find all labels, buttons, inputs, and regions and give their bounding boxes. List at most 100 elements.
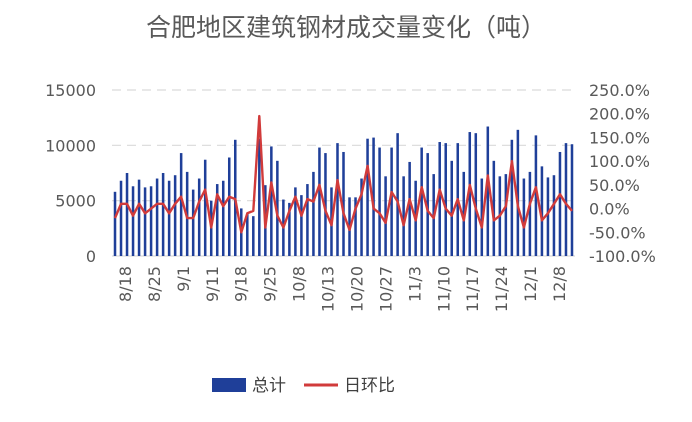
right-axis-ticks: -100.0% -50.0% 0.0% 50.0% 100.0% 150.0% 200.0%… bbox=[589, 81, 656, 266]
bar bbox=[306, 184, 309, 256]
bar bbox=[540, 166, 544, 256]
bar bbox=[173, 175, 177, 256]
x-tick-label: 10/20 bbox=[347, 266, 366, 312]
x-tick-label: 10/27 bbox=[376, 266, 395, 312]
x-tick-label: 10/8 bbox=[290, 266, 309, 302]
bar bbox=[444, 143, 447, 256]
x-tick-label: 9/11 bbox=[203, 266, 222, 302]
bar bbox=[450, 160, 453, 256]
bar bbox=[342, 151, 345, 256]
bar bbox=[288, 202, 291, 256]
legend-line-label: 日环比 bbox=[344, 376, 395, 396]
right-tick-label: 150.0% bbox=[589, 128, 650, 147]
bar bbox=[227, 157, 231, 256]
bar bbox=[179, 153, 183, 256]
bar bbox=[420, 147, 423, 256]
bar bbox=[167, 180, 171, 256]
bar bbox=[546, 177, 550, 256]
left-tick-label: 15000 bbox=[45, 81, 96, 100]
bar bbox=[354, 197, 357, 256]
right-tick-label: 100.0% bbox=[589, 152, 650, 171]
bar bbox=[113, 191, 117, 256]
chart-title: 合肥地区建筑钢材成交量变化（吨） bbox=[146, 13, 546, 42]
legend-bar-label: 总计 bbox=[252, 376, 286, 396]
bar bbox=[372, 137, 375, 256]
x-tick-label: 10/13 bbox=[319, 266, 338, 312]
bar bbox=[486, 126, 490, 257]
bar bbox=[221, 180, 225, 256]
right-tick-label: 50.0% bbox=[589, 176, 640, 195]
bar bbox=[197, 178, 201, 256]
bar bbox=[215, 184, 219, 256]
bar bbox=[402, 176, 405, 256]
bar bbox=[474, 133, 478, 256]
x-tick-label: 9/25 bbox=[261, 266, 280, 302]
left-tick-label: 10000 bbox=[45, 136, 96, 155]
x-tick-label: 8/18 bbox=[116, 266, 135, 302]
right-tick-label: -50.0% bbox=[589, 223, 646, 242]
bar bbox=[558, 151, 562, 256]
bar bbox=[384, 176, 387, 256]
bar bbox=[125, 173, 129, 256]
bar bbox=[522, 178, 526, 256]
bar bbox=[203, 159, 207, 256]
bar bbox=[426, 153, 429, 256]
bar bbox=[324, 153, 327, 256]
bar bbox=[366, 138, 369, 256]
x-tick-label: 12/8 bbox=[550, 266, 569, 302]
bar bbox=[492, 160, 496, 256]
bar bbox=[258, 138, 261, 256]
bar bbox=[510, 139, 514, 256]
right-tick-label: 200.0% bbox=[589, 105, 650, 124]
bar bbox=[300, 195, 303, 256]
bar bbox=[137, 179, 141, 256]
x-tick-label: 8/25 bbox=[145, 266, 164, 302]
bar bbox=[294, 187, 297, 256]
bar bbox=[528, 171, 532, 256]
bar bbox=[570, 144, 574, 256]
right-tick-label: 0.0% bbox=[589, 200, 630, 219]
bar bbox=[155, 178, 159, 256]
legend: 总计 日环比 bbox=[212, 376, 395, 396]
x-tick-label: 12/1 bbox=[521, 266, 540, 302]
line-series bbox=[113, 114, 573, 234]
bar bbox=[161, 173, 165, 256]
bar bbox=[318, 147, 321, 256]
bar bbox=[276, 160, 279, 256]
right-tick-label: -100.0% bbox=[589, 247, 656, 266]
bar bbox=[468, 132, 472, 256]
left-tick-label: 5000 bbox=[55, 192, 96, 211]
x-tick-label: 11/3 bbox=[405, 266, 424, 302]
bar bbox=[378, 147, 381, 256]
bar bbox=[396, 133, 399, 256]
bar bbox=[143, 187, 147, 256]
legend-bar-swatch bbox=[212, 378, 246, 392]
bar bbox=[312, 171, 315, 256]
bar bbox=[516, 129, 520, 256]
bar bbox=[360, 178, 363, 256]
bar bbox=[252, 216, 255, 256]
x-axis-ticks: 8/18 8/25 9/1 9/11 9/18 9/25 10/8 10/13 10/20 10/… bbox=[116, 266, 569, 312]
bar bbox=[438, 142, 441, 256]
bar bbox=[270, 146, 273, 256]
bar bbox=[131, 186, 135, 256]
bar bbox=[504, 174, 508, 256]
bar bbox=[246, 213, 249, 256]
bar bbox=[336, 143, 339, 256]
x-tick-label: 11/10 bbox=[434, 266, 453, 312]
left-axis-ticks: 0 5000 10000 15000 bbox=[45, 81, 96, 266]
bar bbox=[149, 186, 153, 256]
bar bbox=[552, 175, 556, 256]
bar-series bbox=[113, 126, 574, 257]
x-tick-label: 11/17 bbox=[463, 266, 482, 312]
bar bbox=[191, 189, 195, 256]
right-tick-label: 250.0% bbox=[589, 81, 650, 100]
bar bbox=[534, 135, 538, 256]
line-path bbox=[113, 114, 573, 234]
x-tick-label: 9/1 bbox=[174, 266, 193, 292]
x-tick-label: 9/18 bbox=[232, 266, 251, 302]
bar bbox=[119, 180, 123, 256]
bar bbox=[408, 161, 411, 256]
